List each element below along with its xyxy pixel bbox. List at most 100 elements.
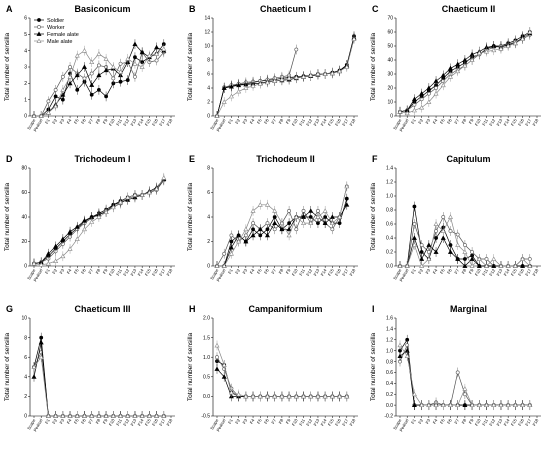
- data-point: [139, 192, 145, 197]
- data-point: [308, 393, 314, 399]
- x-tick-label: F15: [510, 117, 518, 126]
- x-tick-label: F8: [94, 117, 101, 124]
- y-tick-label: 0.6: [386, 222, 393, 228]
- data-point: [89, 71, 94, 76]
- panel-title: Chaeticum I: [260, 4, 311, 14]
- y-tick-label: 0: [24, 264, 27, 270]
- y-axis-label: Total number of sensilla: [187, 182, 194, 251]
- x-tick-label: F5: [73, 417, 80, 424]
- x-tick-label: F10: [108, 117, 116, 126]
- panel-letter: C: [372, 4, 379, 14]
- x-tick-label: Pedicel: [215, 118, 226, 132]
- data-point: [447, 214, 453, 219]
- data-point: [433, 221, 439, 226]
- series-line-male-alate: [33, 356, 164, 417]
- y-axis-label: Total number of sensilla: [187, 32, 194, 101]
- data-point: [89, 82, 95, 87]
- y-tick-label: 5: [24, 32, 27, 38]
- y-tick-label: 0.5: [203, 375, 210, 381]
- data-point: [301, 74, 307, 79]
- x-tick-label: Scape: [26, 117, 37, 130]
- data-point: [426, 85, 432, 90]
- y-tick-label: 1.6: [386, 316, 393, 322]
- x-tick-label: F2: [234, 117, 241, 124]
- x-tick-label: F17: [158, 117, 166, 126]
- data-point: [315, 214, 321, 219]
- panel-a: A Basiconicum 0 1 2 3 4 5 6 Total number of sensi…: [4, 4, 175, 132]
- data-point: [146, 189, 152, 195]
- data-point: [279, 220, 285, 226]
- data-point: [469, 402, 475, 408]
- x-tick-label: F7: [87, 417, 94, 424]
- x-tick-label: F15: [327, 417, 335, 426]
- x-tick-label: F18: [348, 117, 356, 126]
- x-tick-label: F3: [424, 417, 431, 424]
- data-point: [344, 393, 350, 399]
- x-tick-label: F9: [468, 417, 475, 424]
- x-tick-label: F15: [144, 267, 152, 276]
- x-tick-label: F11: [481, 267, 489, 276]
- data-point: [484, 402, 490, 408]
- panel-title: Trichodeum I: [74, 154, 130, 164]
- data-point: [279, 393, 285, 399]
- data-point: [440, 235, 446, 240]
- y-tick-label: 0.0: [203, 394, 210, 400]
- y-tick-label: 1.2: [386, 337, 393, 343]
- data-point: [286, 75, 292, 81]
- x-tick-label: F9: [285, 117, 292, 124]
- x-tick-label: F13: [495, 417, 503, 426]
- x-tick-label: F3: [241, 417, 248, 424]
- data-point: [251, 227, 255, 232]
- data-point: [308, 215, 313, 219]
- data-point: [103, 56, 109, 61]
- data-point: [118, 79, 123, 84]
- y-tick-label: 8: [24, 335, 27, 341]
- panel-h: H Campaniformium -0.5 0.0 0.5 1.0 1.5 2.0 Total …: [187, 304, 358, 432]
- series-line-soldier: [33, 180, 165, 264]
- data-point: [441, 215, 446, 219]
- x-tick-label: F16: [151, 417, 159, 426]
- panel-title: Trichodeum II: [256, 154, 315, 164]
- y-tick-label: 1.5: [203, 335, 210, 341]
- y-tick-label: 0.2: [386, 250, 393, 256]
- data-point: [38, 113, 44, 118]
- data-point: [411, 235, 417, 240]
- data-point: [132, 413, 138, 418]
- data-point: [287, 208, 292, 213]
- data-point: [322, 220, 328, 226]
- data-point: [322, 71, 328, 76]
- data-point: [447, 402, 453, 408]
- data-point: [455, 242, 461, 247]
- panel-letter: G: [6, 304, 13, 314]
- data-point: [251, 221, 255, 226]
- y-tick-label: 3: [24, 65, 27, 71]
- data-point: [397, 109, 403, 114]
- x-tick-label: F18: [165, 267, 173, 276]
- x-tick-label: Pedicel: [32, 418, 43, 432]
- data-point: [308, 220, 314, 226]
- x-tick-label: F4: [432, 117, 439, 124]
- panel-letter: H: [189, 304, 196, 314]
- legend-label: Female alate: [47, 32, 79, 38]
- y-tick-label: 10: [21, 316, 27, 322]
- data-point: [221, 99, 227, 104]
- x-tick-label: F17: [524, 417, 532, 426]
- data-point: [491, 402, 497, 408]
- data-point: [89, 59, 95, 64]
- y-tick-label: 30: [387, 72, 393, 78]
- data-point: [287, 221, 292, 226]
- x-tick-label: Pedicel: [398, 118, 409, 132]
- x-tick-label: F9: [285, 417, 292, 424]
- data-point: [440, 72, 446, 78]
- panel-title: Chaeticum II: [442, 4, 496, 14]
- data-point: [411, 242, 417, 247]
- x-tick-label: F4: [66, 417, 73, 424]
- x-tick-label: F7: [87, 117, 94, 124]
- y-tick-label: 4: [24, 48, 27, 54]
- data-point: [139, 64, 145, 69]
- x-tick-label: F7: [87, 267, 94, 274]
- data-point: [53, 87, 58, 92]
- x-tick-label: F9: [285, 267, 292, 274]
- data-point: [462, 386, 468, 391]
- x-tick-label: F3: [241, 117, 248, 124]
